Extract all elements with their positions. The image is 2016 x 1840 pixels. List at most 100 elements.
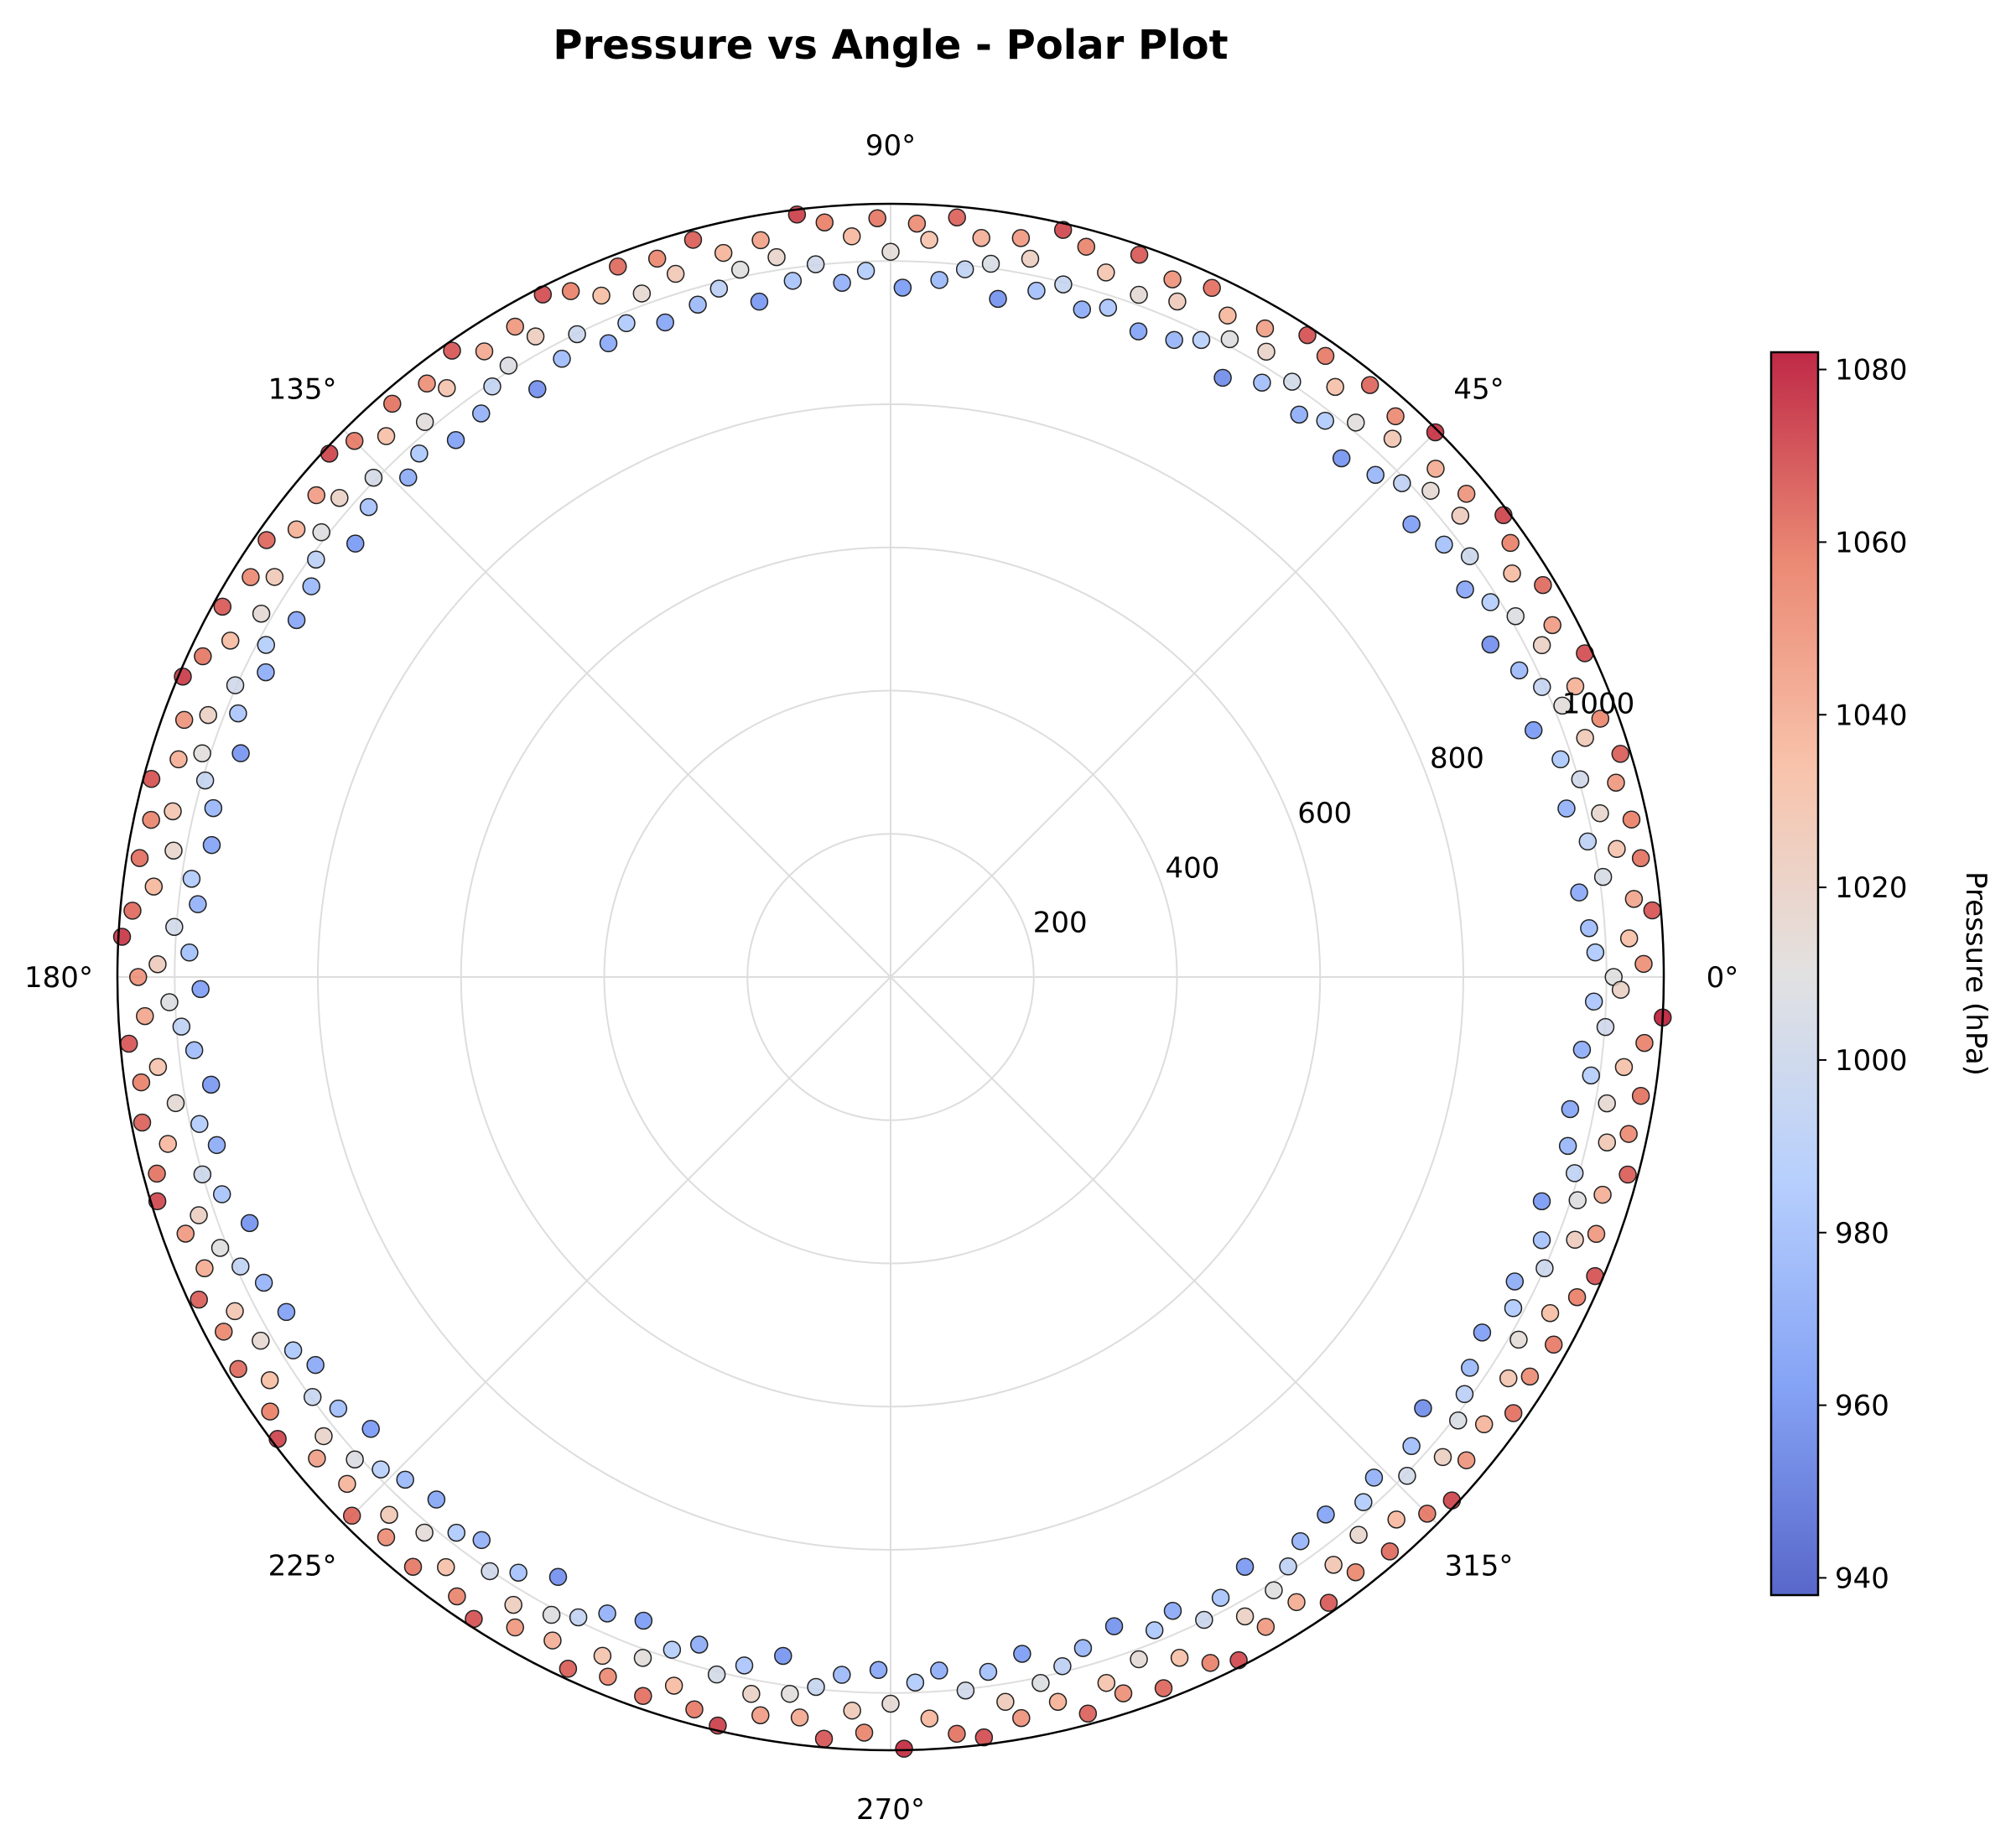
data-point <box>955 260 974 278</box>
data-point <box>1073 300 1092 319</box>
data-point <box>472 404 491 423</box>
data-point <box>1317 1505 1335 1524</box>
data-point <box>790 1708 809 1727</box>
data-point <box>1622 810 1641 829</box>
data-point <box>1011 229 1031 247</box>
data-point <box>1619 929 1639 948</box>
data-point <box>1130 1650 1148 1669</box>
data-point <box>1501 533 1520 553</box>
data-point <box>182 870 201 888</box>
data-point <box>1203 278 1221 298</box>
data-point <box>1551 750 1570 769</box>
data-point <box>1319 1593 1338 1612</box>
data-point <box>1129 322 1148 340</box>
data-point <box>609 257 627 276</box>
data-point <box>1587 1224 1606 1244</box>
data-point <box>1213 368 1232 387</box>
data-point <box>714 243 733 262</box>
data-point <box>483 377 501 396</box>
data-point <box>252 604 271 623</box>
data-point <box>592 286 611 305</box>
theta-tick-label: 270° <box>856 1793 925 1827</box>
data-point <box>783 272 803 290</box>
data-point <box>308 1449 326 1468</box>
data-point <box>148 1058 168 1077</box>
data-point <box>199 705 218 725</box>
data-point <box>346 1450 364 1468</box>
data-point <box>881 242 900 261</box>
data-point <box>372 1460 390 1479</box>
data-point <box>1509 1330 1528 1349</box>
data-point <box>312 522 330 542</box>
data-point <box>1593 1185 1612 1204</box>
data-point <box>1532 1192 1551 1211</box>
data-point <box>260 1371 279 1390</box>
data-point <box>195 1259 214 1277</box>
data-point <box>1364 1468 1384 1487</box>
data-point <box>1634 954 1653 974</box>
data-point <box>981 254 1000 273</box>
data-point <box>1291 1531 1310 1551</box>
data-point <box>1393 474 1411 492</box>
data-point <box>869 1661 888 1680</box>
data-point <box>174 667 192 686</box>
data-point <box>314 1427 333 1446</box>
data-point <box>123 902 142 920</box>
data-point <box>1097 263 1115 282</box>
data-point <box>568 325 586 344</box>
data-point <box>647 249 667 268</box>
data-point <box>598 1604 616 1623</box>
data-point <box>1506 606 1525 626</box>
data-point <box>1524 720 1543 740</box>
data-point <box>1565 1164 1584 1182</box>
data-point <box>307 486 326 505</box>
data-point <box>1643 901 1662 920</box>
data-point <box>359 497 378 517</box>
data-point <box>1598 1133 1617 1151</box>
data-point <box>1418 1505 1437 1523</box>
data-point <box>1520 1367 1540 1386</box>
data-point <box>261 1402 279 1421</box>
data-point <box>948 208 966 227</box>
data-point <box>689 1635 709 1654</box>
data-point <box>190 1206 208 1224</box>
data-point <box>132 1113 152 1132</box>
data-point <box>257 531 276 549</box>
data-point <box>730 260 750 279</box>
data-point <box>193 1165 212 1184</box>
data-point <box>617 314 636 333</box>
data-point <box>1456 580 1474 599</box>
data-point <box>814 1729 834 1749</box>
data-point <box>1349 1526 1368 1544</box>
data-point <box>1461 1359 1479 1377</box>
data-point <box>1387 1510 1405 1529</box>
data-point <box>750 292 769 311</box>
chart-title: Pressure vs Angle - Polar Plot <box>553 22 1228 69</box>
data-point <box>806 255 825 273</box>
data-point <box>1316 411 1334 430</box>
data-point <box>172 1017 191 1036</box>
data-point <box>257 636 276 654</box>
data-point <box>1504 1299 1523 1318</box>
colorbar-gradient <box>1769 351 1820 1597</box>
data-point <box>893 278 912 297</box>
data-point <box>472 1531 491 1550</box>
data-point <box>1402 515 1421 533</box>
data-point <box>742 1685 761 1703</box>
data-point <box>1326 377 1344 397</box>
data-point <box>1578 832 1598 851</box>
data-point <box>774 1646 792 1666</box>
data-point <box>1195 1610 1213 1629</box>
data-point <box>307 550 325 569</box>
data-point <box>306 1355 325 1375</box>
data-point <box>475 342 494 361</box>
data-point <box>136 1006 154 1026</box>
data-point <box>1012 1708 1031 1728</box>
data-point <box>881 1694 900 1713</box>
data-point <box>707 1665 726 1684</box>
data-point <box>1283 372 1302 391</box>
data-point <box>396 1470 414 1489</box>
data-point <box>1584 992 1603 1011</box>
data-point <box>1078 1704 1098 1723</box>
data-point <box>229 1359 247 1379</box>
